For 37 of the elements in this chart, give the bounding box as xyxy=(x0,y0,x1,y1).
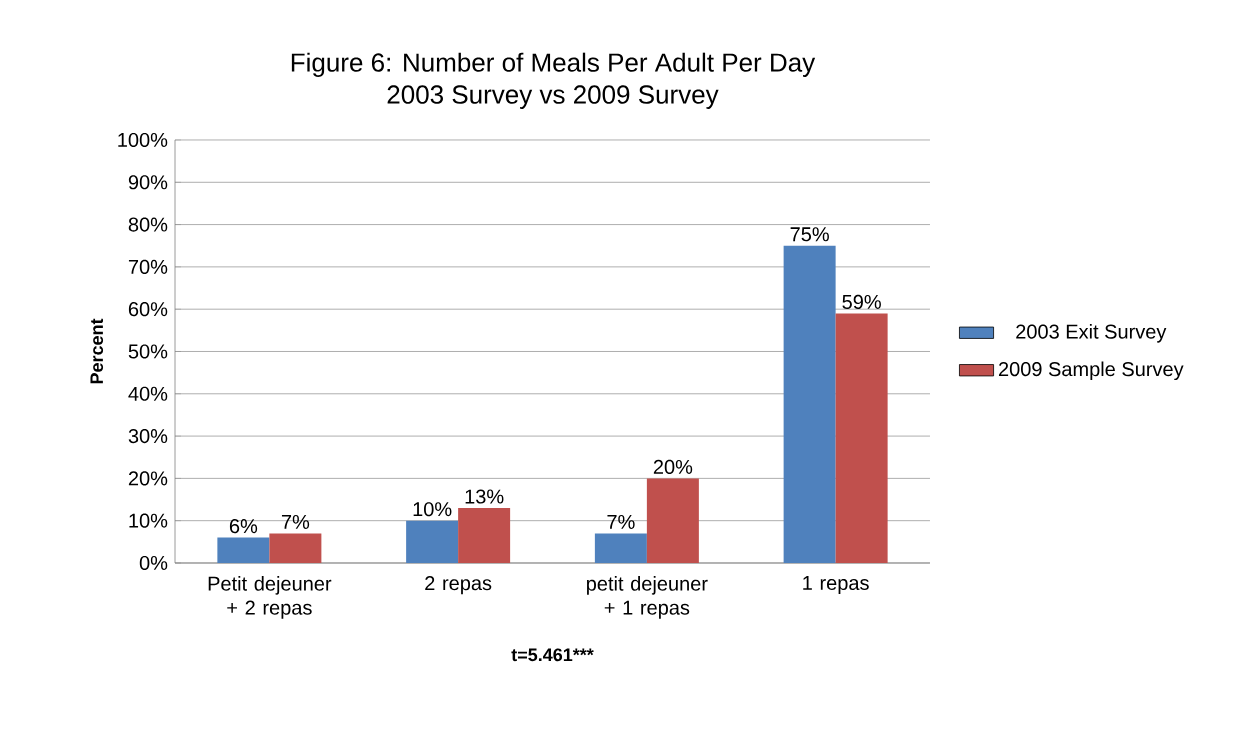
data-label: 7% xyxy=(607,514,635,529)
bar xyxy=(217,537,270,563)
data-label: 20% xyxy=(653,459,693,474)
bar xyxy=(458,507,511,563)
data-label: 75% xyxy=(790,227,829,242)
legend-label: 2003 Exit Survey xyxy=(1016,323,1167,343)
y-tick-label: 40% xyxy=(128,386,168,401)
y-tick-label: 100% xyxy=(118,132,168,148)
y-axis-title: Percent xyxy=(90,318,104,384)
data-label: 13% xyxy=(465,489,504,504)
x-tick-label: 2 repas xyxy=(425,576,492,595)
bar xyxy=(594,533,647,563)
data-label: 10% xyxy=(413,502,452,517)
y-tick-label: 50% xyxy=(128,344,168,359)
y-tick-label: 70% xyxy=(128,259,168,274)
bar xyxy=(783,245,836,563)
data-label: 7% xyxy=(281,514,310,529)
legend-label: 2009 Sample Survey xyxy=(998,361,1184,381)
y-tick-label: 20% xyxy=(128,471,168,486)
bar xyxy=(406,520,459,563)
chart-subtitle: 2003 Survey vs 2009 Survey xyxy=(387,85,719,109)
data-label: 59% xyxy=(842,294,881,310)
y-tick-label: 80% xyxy=(128,217,168,232)
x-tick-label: 1 repas xyxy=(803,576,869,594)
y-tick-label: 0% xyxy=(139,555,168,571)
y-tick-label: 10% xyxy=(129,513,168,528)
bar xyxy=(646,478,699,563)
x-tick-label: petit dejeuner + 1 repas xyxy=(587,576,708,619)
x-axis-title: t=5.461*** xyxy=(511,648,594,662)
data-label: 6% xyxy=(229,519,258,534)
y-tick-label: 30% xyxy=(128,429,168,444)
x-tick-label: Petit dejeuner + 2 repas xyxy=(208,576,332,619)
y-tick-label: 60% xyxy=(128,302,168,317)
chart-title: Figure 6: Number of Meals Per Adult Per Day xyxy=(291,52,816,77)
y-tick-label: 90% xyxy=(128,175,168,190)
bar xyxy=(835,313,888,563)
bar xyxy=(269,533,322,563)
